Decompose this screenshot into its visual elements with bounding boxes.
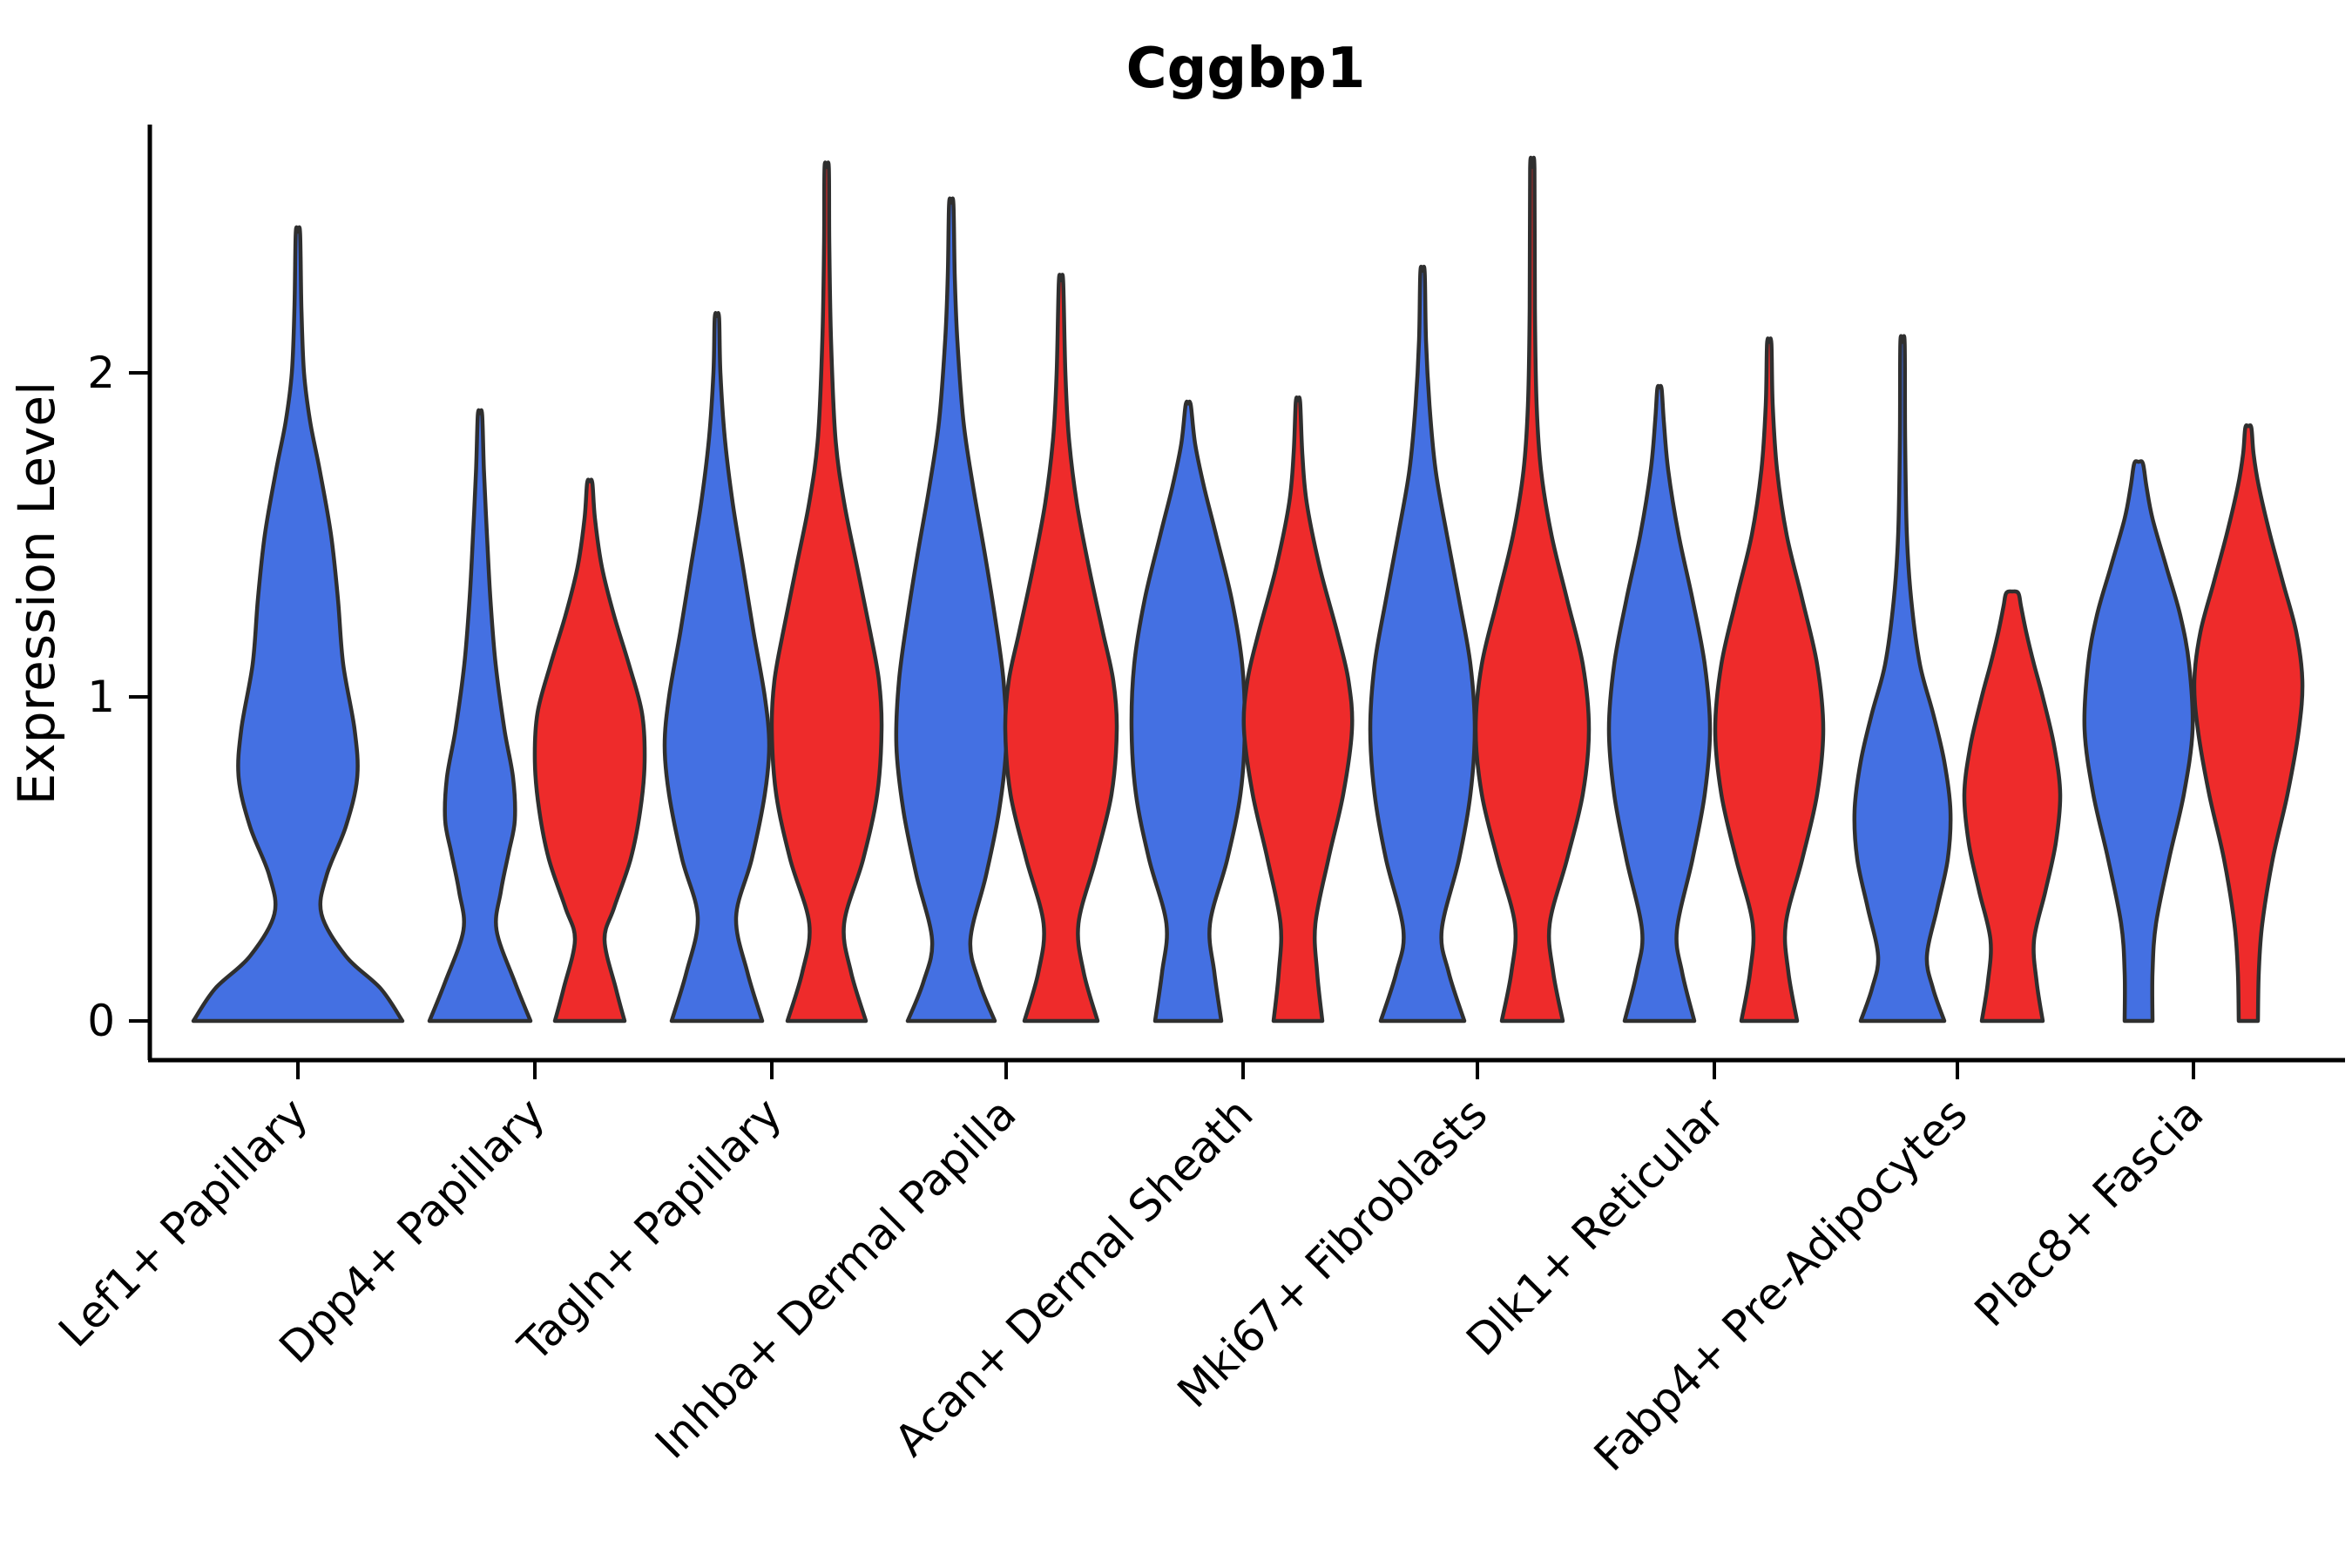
violin-dlk1-reticular-red — [1713, 336, 1826, 1024]
violin-tagln-papillary-red — [769, 160, 884, 1024]
x-tick-label-dlk1-reticular: Dlk1+ Reticular — [1456, 1088, 1734, 1365]
x-tick-label-dpp4-papillary: Dpp4+ Papillary — [270, 1088, 555, 1373]
violin-lef1-papillary-blue — [191, 225, 405, 1024]
violin-dpp4-papillary-red — [532, 477, 647, 1024]
violin-fabp4-pre-adipocytes-red — [1962, 589, 2063, 1024]
y-axis-label: Expression Level — [7, 382, 66, 805]
violins-layer — [191, 155, 2305, 1024]
violin-dpp4-papillary-blue — [427, 408, 533, 1024]
violin-tagln-papillary-blue — [662, 311, 772, 1024]
x-tick-label-plac8-fascia: Plac8+ Fascia — [1965, 1088, 2213, 1336]
chart-title: Cggbp1 — [1126, 37, 1366, 101]
violin-inhba-dermal-papilla-blue — [894, 196, 1009, 1024]
violin-mki67-fibroblasts-blue — [1368, 264, 1477, 1024]
violin-inhba-dermal-papilla-red — [1003, 273, 1119, 1024]
violin-mki67-fibroblasts-red — [1473, 155, 1592, 1024]
y-tick-label: 1 — [87, 672, 115, 722]
violin-dlk1-reticular-blue — [1606, 383, 1713, 1024]
violin-plac8-fascia-blue — [2082, 459, 2195, 1024]
x-tick-label-lef1-papillary: Lef1+ Papillary — [49, 1088, 317, 1356]
y-tick-label: 0 — [87, 996, 115, 1046]
violin-plac8-fascia-red — [2192, 422, 2305, 1024]
violin-fabp4-pre-adipocytes-blue — [1852, 334, 1953, 1024]
violin-acan-dermal-sheath-red — [1241, 395, 1355, 1024]
axes-layer — [147, 125, 2345, 1063]
y-tick-layer: 0 1 2 — [87, 348, 150, 1046]
y-tick-label: 2 — [87, 348, 115, 398]
violin-acan-dermal-sheath-blue — [1129, 399, 1247, 1024]
